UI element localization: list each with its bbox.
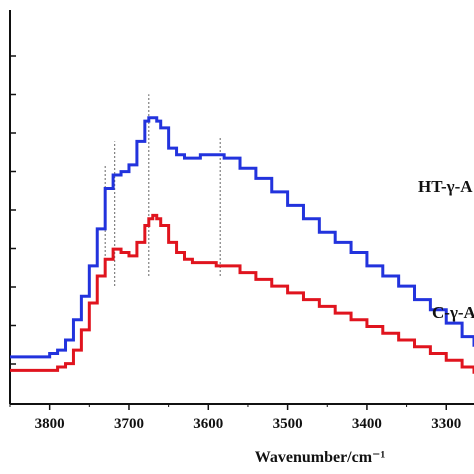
- series-line-ht: [10, 116, 474, 359]
- series-label-c: C-γ-A: [432, 303, 474, 322]
- x-tick-label: 3800: [35, 416, 65, 432]
- x-tick-label: 3300: [431, 416, 461, 432]
- x-tick-label: 3500: [273, 416, 303, 432]
- x-tick-label: 3600: [193, 416, 223, 432]
- series-label-ht: HT-γ-A: [418, 177, 473, 196]
- x-tick-label: 3400: [352, 416, 382, 432]
- x-axis-title: Wavenumber/cm⁻¹: [255, 449, 386, 466]
- series-line-c: [10, 213, 474, 374]
- x-tick-label: 3700: [114, 416, 144, 432]
